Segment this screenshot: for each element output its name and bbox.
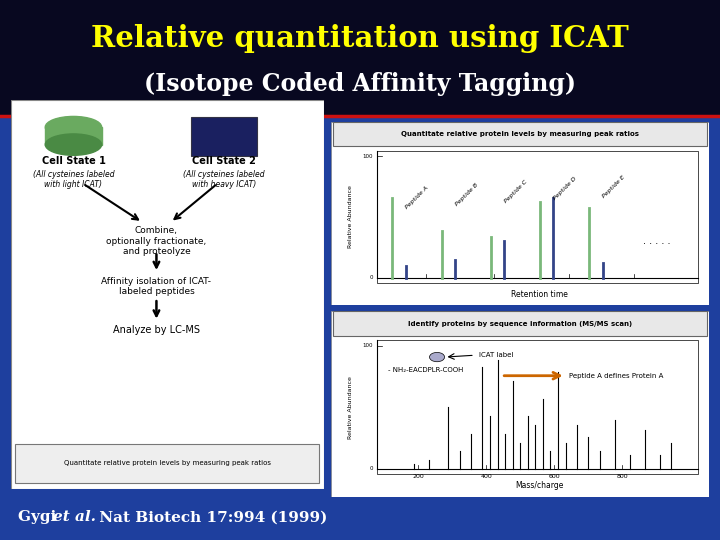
Text: 0: 0: [369, 275, 373, 280]
Text: Peptide E: Peptide E: [601, 174, 626, 199]
Text: ICAT label: ICAT label: [479, 352, 513, 358]
Text: Peptide C: Peptide C: [503, 179, 528, 204]
Text: 400: 400: [480, 474, 492, 479]
Text: (All cysteines labeled
with light ICAT): (All cysteines labeled with light ICAT): [32, 170, 114, 190]
Text: Relative Abundance: Relative Abundance: [348, 376, 353, 439]
Text: Peptide B: Peptide B: [454, 182, 479, 207]
Text: Relative Abundance: Relative Abundance: [348, 186, 353, 248]
Text: - NH₂-EACDPLR-COOH: - NH₂-EACDPLR-COOH: [388, 367, 463, 373]
Bar: [45, 127, 102, 145]
Text: Affinity isolation of ICAT-
labeled peptides: Affinity isolation of ICAT- labeled pept…: [102, 277, 212, 296]
Text: Identify proteins by sequence information (MS/MS scan): Identify proteins by sequence informatio…: [408, 321, 632, 327]
Text: Peptide D: Peptide D: [552, 176, 577, 201]
Bar: [0, 0, 720, 116]
FancyBboxPatch shape: [191, 117, 256, 156]
FancyBboxPatch shape: [16, 444, 319, 483]
Text: 100: 100: [362, 343, 373, 348]
Text: et al.: et al.: [53, 510, 96, 524]
Text: 600: 600: [549, 474, 560, 479]
Ellipse shape: [45, 134, 102, 156]
Text: Quantitate relative protein levels by measuring peak ratios: Quantitate relative protein levels by me…: [401, 131, 639, 137]
Text: Analyze by LC-MS: Analyze by LC-MS: [113, 326, 200, 335]
Text: (All cysteines labeled
with heavy ICAT): (All cysteines labeled with heavy ICAT): [183, 170, 264, 190]
Text: . . . . .: . . . . .: [642, 236, 670, 246]
Text: Gygi: Gygi: [18, 510, 61, 524]
FancyBboxPatch shape: [333, 312, 707, 336]
Text: (Isotope Coded Affinity Tagging): (Isotope Coded Affinity Tagging): [144, 72, 576, 96]
FancyBboxPatch shape: [377, 340, 698, 475]
FancyBboxPatch shape: [377, 151, 698, 283]
Text: Quantitate relative protein levels by measuring peak ratios: Quantitate relative protein levels by me…: [64, 461, 271, 467]
Text: Peptide A: Peptide A: [405, 185, 430, 210]
FancyBboxPatch shape: [331, 122, 709, 305]
Text: Retention time: Retention time: [510, 289, 567, 299]
Ellipse shape: [429, 353, 444, 362]
Text: Relative quantitation using ICAT: Relative quantitation using ICAT: [91, 24, 629, 53]
Bar: [0, 116, 720, 540]
Text: Cell State 2: Cell State 2: [192, 156, 256, 166]
Text: 800: 800: [616, 474, 628, 479]
Text: Peptide A defines Protein A: Peptide A defines Protein A: [570, 373, 664, 379]
Text: 0: 0: [369, 467, 373, 471]
Text: 100: 100: [362, 154, 373, 159]
FancyBboxPatch shape: [333, 123, 707, 146]
Text: Nat Biotech 17:994 (1999): Nat Biotech 17:994 (1999): [94, 510, 327, 524]
Text: 200: 200: [413, 474, 424, 479]
FancyBboxPatch shape: [11, 100, 324, 489]
Ellipse shape: [45, 117, 102, 138]
Text: Cell State 1: Cell State 1: [42, 156, 105, 166]
Text: Mass/charge: Mass/charge: [515, 481, 563, 490]
FancyBboxPatch shape: [331, 310, 709, 497]
Text: Combine,
optionally fractionate,
and proteolyze: Combine, optionally fractionate, and pro…: [107, 226, 207, 256]
